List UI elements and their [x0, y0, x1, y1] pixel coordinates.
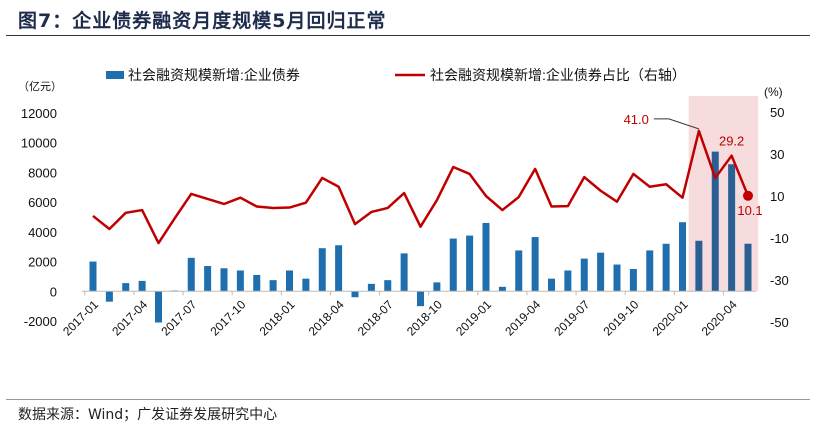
- bar: [155, 291, 162, 323]
- end-point-marker: [743, 190, 753, 201]
- bar: [711, 151, 719, 292]
- bar: [449, 238, 457, 292]
- bar: [613, 264, 621, 292]
- line-series: [92, 129, 750, 245]
- bar: [384, 280, 392, 292]
- left-tick-label: 4000: [28, 225, 57, 240]
- bar: [400, 253, 408, 292]
- x-tick-label: 2017-10: [207, 297, 248, 338]
- x-tick-label: 2019-07: [551, 297, 592, 338]
- x-tick-label: 2019-01: [453, 297, 494, 338]
- left-axis-unit: （亿元）: [18, 80, 62, 93]
- x-tick-label: 2018-10: [404, 297, 445, 338]
- bar: [531, 237, 539, 292]
- bar: [417, 291, 424, 307]
- bar: [728, 164, 736, 292]
- legend-label: 社会融资规模新增:企业债券占比（右轴）: [430, 67, 686, 83]
- bar: [466, 235, 474, 292]
- right-tick-label: -30: [770, 273, 789, 288]
- left-tick-label: -2000: [24, 314, 57, 329]
- right-axis-unit: (%): [764, 85, 783, 99]
- right-tick-label: 30: [770, 147, 784, 162]
- bar: [302, 278, 310, 292]
- left-tick-label: 0: [50, 284, 57, 299]
- left-tick-label: 6000: [28, 195, 57, 210]
- bar: [744, 243, 752, 292]
- left-tick-label: 2000: [28, 255, 57, 270]
- bar: [204, 266, 212, 292]
- bar: [269, 280, 277, 292]
- x-tick-label: 2019-04: [502, 297, 543, 338]
- legend-label: 社会融资规模新增:企业债券: [128, 67, 300, 83]
- bar: [105, 291, 113, 302]
- annotation-label: 29.2: [719, 134, 744, 149]
- bar: [433, 282, 441, 292]
- legend-bar-swatch: [106, 71, 124, 79]
- source-note: 数据来源：Wind；广发证券发展研究中心: [18, 407, 278, 423]
- right-tick-label: -10: [770, 231, 789, 246]
- x-tick-label: 2018-07: [355, 297, 396, 338]
- bar: [548, 278, 555, 292]
- bar: [187, 257, 195, 292]
- bar: [498, 286, 506, 292]
- left-tick-label: 10000: [21, 136, 57, 151]
- title-divider: [6, 35, 810, 36]
- source-divider: [6, 399, 810, 400]
- x-tick-label: 2017-01: [60, 297, 101, 338]
- annotation-label: 41.0: [624, 112, 649, 127]
- bar: [286, 270, 293, 292]
- bar: [629, 269, 637, 292]
- x-tick-label: 2020-01: [650, 297, 691, 338]
- x-tick-label: 2017-04: [109, 297, 150, 338]
- bar: [695, 240, 703, 292]
- annotation-leader: [653, 118, 700, 130]
- bar: [318, 248, 326, 292]
- right-tick-label: 10: [770, 189, 784, 204]
- x-tick-label: 2018-01: [257, 297, 298, 338]
- bar: [122, 283, 130, 292]
- bar: [580, 258, 588, 292]
- bar: [482, 222, 490, 292]
- bar: [662, 243, 670, 292]
- right-tick-label: -50: [770, 315, 789, 330]
- figure-title: 图7：企业债券融资月度规模5月回归正常: [18, 10, 387, 32]
- left-tick-label: 12000: [21, 106, 57, 121]
- x-tick-label: 2017-07: [158, 297, 199, 338]
- bar: [253, 274, 261, 292]
- bar: [515, 250, 523, 292]
- x-tick-label: 2019-10: [600, 297, 641, 338]
- bar: [679, 222, 686, 292]
- bar: [220, 268, 228, 292]
- x-tick-label: 2020-04: [699, 297, 740, 338]
- bar: [236, 270, 244, 292]
- bar: [89, 261, 97, 292]
- bar: [646, 250, 654, 292]
- bar: [367, 283, 375, 292]
- bar: [335, 245, 343, 292]
- right-tick-label: 50: [770, 105, 784, 120]
- bar: [597, 252, 605, 292]
- annotation-label: 10.1: [737, 203, 762, 218]
- bar: [564, 270, 572, 292]
- bar: [138, 280, 146, 292]
- left-tick-label: 8000: [28, 165, 57, 180]
- x-tick-label: 2018-04: [306, 297, 347, 338]
- bar: [351, 291, 359, 298]
